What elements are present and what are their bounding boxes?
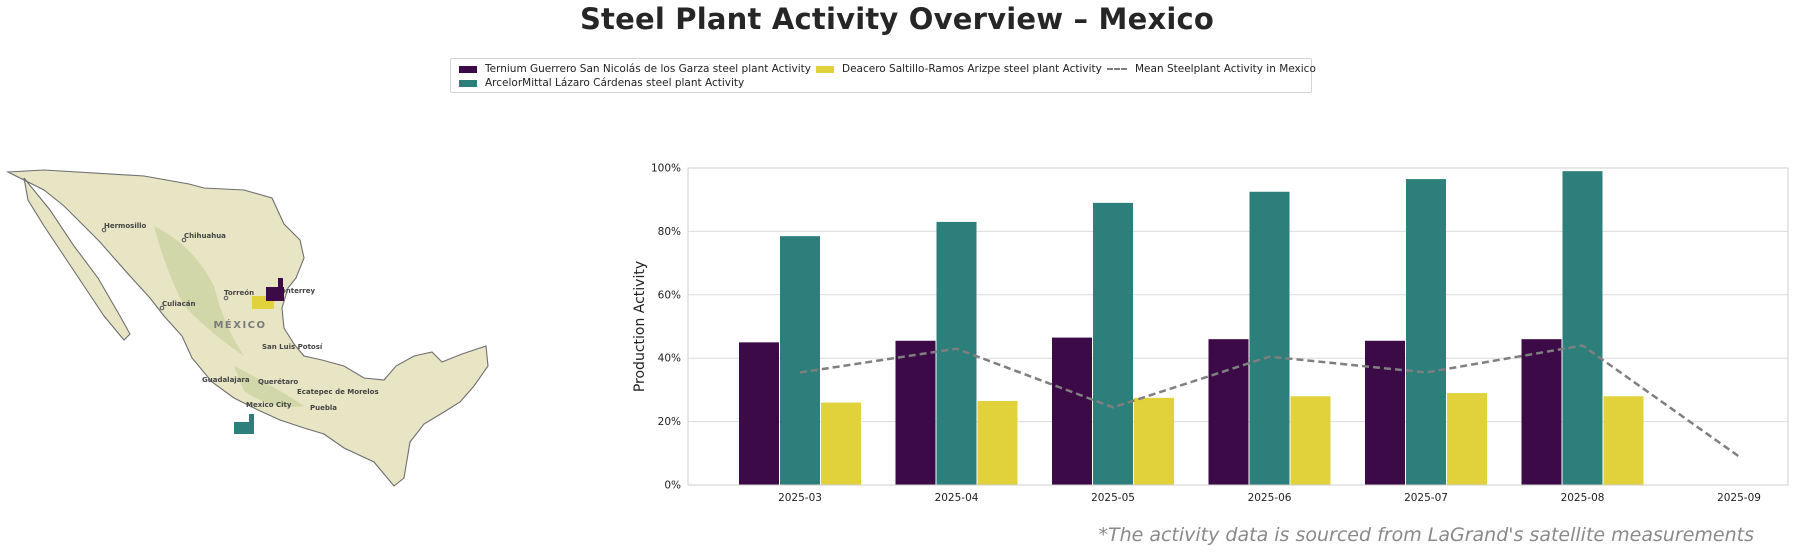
x-tick-label: 2025-09 xyxy=(1717,492,1761,504)
bar-2-2025-08 xyxy=(1603,396,1644,485)
page-title: Steel Plant Activity Overview – Mexico xyxy=(579,2,1215,36)
legend-label-arcelormittal: ArcelorMittal Lázaro Cárdenas steel plan… xyxy=(485,77,745,89)
city-label-guadalajara: Guadalajara xyxy=(202,376,250,384)
chart-bars xyxy=(739,171,1644,486)
y-tick-label: 40% xyxy=(658,353,681,365)
map-country-label: MÉXICO xyxy=(213,318,266,331)
factory-icon-ternium xyxy=(266,278,284,301)
bar-1-2025-08 xyxy=(1562,171,1603,486)
bar-0-2025-03 xyxy=(739,342,779,485)
bar-0-2025-04 xyxy=(895,340,936,485)
y-tick-label: 100% xyxy=(651,163,681,175)
mean-line-path xyxy=(799,344,1740,458)
city-label-monterrey: Monterrey xyxy=(274,287,316,295)
x-tick-label: 2025-06 xyxy=(1248,492,1292,504)
legend-swatch-arcelormittal xyxy=(459,79,477,87)
legend-label-mean: Mean Steelplant Activity in Mexico xyxy=(1135,63,1316,75)
legend-dash-mean xyxy=(1107,68,1127,70)
legend-item-arcelormittal: ArcelorMittal Lázaro Cárdenas steel plan… xyxy=(459,77,744,89)
legend-item-ternium: Ternium Guerrero San Nicolás de los Garz… xyxy=(459,63,811,75)
chart-mean-line xyxy=(799,344,1740,458)
y-tick-label: 80% xyxy=(658,226,681,238)
city-label-culiacan: Culiacán xyxy=(162,300,196,308)
x-tick-label: 2025-04 xyxy=(935,492,979,504)
city-dot-culiacan xyxy=(159,305,165,311)
x-axis-ticks: 2025-03 2025-04 2025-05 2025-06 2025-07 2025-… xyxy=(778,492,1761,504)
bar-0-2025-07 xyxy=(1365,340,1405,485)
city-dot-torreon xyxy=(223,295,229,301)
x-tick-label: 2025-03 xyxy=(778,492,822,504)
bar-0-2025-05 xyxy=(1052,337,1092,485)
y-tick-label: 20% xyxy=(658,416,681,428)
bar-0-2025-08 xyxy=(1521,339,1562,485)
mexico-landmass xyxy=(5,169,489,487)
y-tick-label: 0% xyxy=(664,480,681,492)
footnote: *The activity data is sourced from LaGra… xyxy=(1098,524,1754,546)
bar-1-2025-06 xyxy=(1249,191,1290,485)
bar-0-2025-06 xyxy=(1208,339,1249,485)
bar-2-2025-04 xyxy=(977,400,1018,485)
bar-2-2025-06 xyxy=(1290,396,1331,485)
y-tick-label: 60% xyxy=(658,289,681,301)
chart-legend: Ternium Guerrero San Nicolás de los Garz… xyxy=(450,58,1316,93)
map-relief xyxy=(154,226,304,407)
legend-label-deacero: Deacero Saltillo-Ramos Arizpe steel plan… xyxy=(842,63,1102,75)
city-label-queretaro: Querétaro xyxy=(258,378,298,386)
city-label-san-luis-potosi: San Luis Potosí xyxy=(262,343,323,351)
city-label-chihuahua: Chihuahua xyxy=(184,232,226,240)
bar-2-2025-05 xyxy=(1134,397,1174,485)
x-tick-label: 2025-08 xyxy=(1561,492,1605,504)
city-label-hermosillo: Hermosillo xyxy=(104,222,147,230)
city-label-torreon: Torreón xyxy=(224,289,254,297)
plot-frame xyxy=(687,167,1789,486)
bar-1-2025-07 xyxy=(1406,179,1446,485)
city-label-puebla: Puebla xyxy=(310,404,337,412)
city-dot-hermosillo xyxy=(101,227,107,233)
city-label-ecatepec: Ecatepec de Morelos xyxy=(297,388,379,396)
legend-swatch-deacero xyxy=(816,65,834,73)
legend-item-deacero: Deacero Saltillo-Ramos Arizpe steel plan… xyxy=(816,63,1102,75)
bar-1-2025-05 xyxy=(1093,202,1133,485)
legend-swatch-ternium xyxy=(459,65,477,73)
bar-2-2025-03 xyxy=(821,402,861,485)
bar-1-2025-04 xyxy=(936,221,977,485)
y-axis-ticks: 0% 20% 40% 60% 80% 100% xyxy=(651,163,681,492)
bar-1-2025-03 xyxy=(780,236,820,485)
mexico-map: Hermosillo Chihuahua Culiacán Torreón Mo… xyxy=(4,166,492,488)
legend-item-mean: Mean Steelplant Activity in Mexico xyxy=(1107,63,1316,75)
y-axis-label: Production Activity xyxy=(632,261,648,392)
legend-label-ternium: Ternium Guerrero San Nicolás de los Garz… xyxy=(485,63,811,75)
x-tick-label: 2025-05 xyxy=(1091,492,1135,504)
x-tick-label: 2025-07 xyxy=(1404,492,1448,504)
city-label-mexico-city: Mexico City xyxy=(246,401,292,409)
bar-2-2025-07 xyxy=(1447,393,1487,485)
city-dot-chihuahua xyxy=(181,237,187,243)
factory-icon-arcelormittal xyxy=(234,414,254,434)
